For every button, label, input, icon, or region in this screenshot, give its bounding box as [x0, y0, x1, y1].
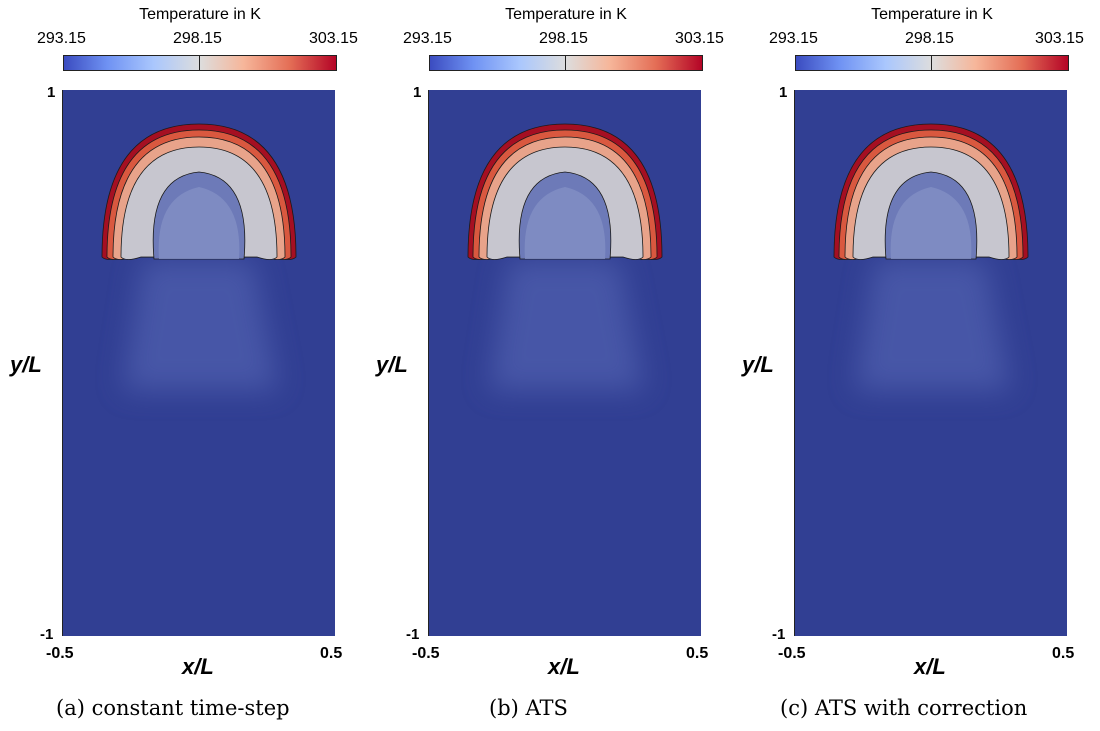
- x-max-tick: 0.5: [1052, 645, 1075, 662]
- y-min-tick: -1: [406, 626, 420, 643]
- colorbar-mid-label: 298.15: [173, 30, 222, 47]
- plume-svg: [833, 123, 1029, 390]
- x-axis-label: x/L: [548, 654, 580, 679]
- colorbar-gradient: [429, 55, 703, 71]
- y-min-tick: -1: [40, 626, 54, 643]
- colorbar-max-label: 303.15: [1035, 30, 1084, 47]
- x-min-tick: -0.5: [412, 645, 440, 662]
- plume-inner-glow: [890, 187, 972, 259]
- plume-svg: [101, 123, 297, 390]
- x-axis-label: x/L: [914, 654, 946, 679]
- colorbar-min-label: 293.15: [403, 30, 452, 47]
- y-max-tick: 1: [779, 84, 788, 101]
- plume-wake: [489, 260, 644, 390]
- colorbar-mid-label: 298.15: [905, 30, 954, 47]
- colorbar-mid-tick: [565, 55, 566, 71]
- colorbar-mid-tick: [931, 55, 932, 71]
- plume-wake: [123, 260, 278, 390]
- colorbar: Temperature in K 293.15 298.15 303.15: [769, 0, 1084, 80]
- temperature-field: [794, 90, 1067, 636]
- y-axis-label: y/L: [10, 352, 42, 377]
- colorbar-mid-label: 298.15: [539, 30, 588, 47]
- panel-a: Temperature in K 293.15 298.15 303.15 1 …: [0, 0, 366, 731]
- y-max-tick: 1: [47, 84, 56, 101]
- x-min-tick: -0.5: [46, 645, 74, 662]
- plume-inner-glow: [524, 187, 606, 259]
- colorbar-min-label: 293.15: [769, 30, 818, 47]
- colorbar-title: Temperature in K: [505, 6, 627, 23]
- x-max-tick: 0.5: [686, 645, 709, 662]
- y-min-tick: -1: [772, 626, 786, 643]
- panel-caption: (c) ATS with correction: [780, 696, 1028, 720]
- colorbar-max-label: 303.15: [675, 30, 724, 47]
- panel-caption: (b) ATS: [489, 696, 568, 720]
- panel-b: Temperature in K 293.15 298.15 303.15 1 …: [366, 0, 732, 731]
- colorbar-max-label: 303.15: [309, 30, 358, 47]
- panel-caption: (a) constant time-step: [56, 696, 290, 720]
- x-max-tick: 0.5: [320, 645, 343, 662]
- plume-svg: [467, 123, 663, 390]
- colorbar: Temperature in K 293.15 298.15 303.15: [403, 0, 724, 80]
- colorbar-title: Temperature in K: [871, 6, 993, 23]
- temperature-field: [428, 90, 701, 636]
- plume-wake: [855, 260, 1010, 390]
- y-axis-label: y/L: [376, 352, 408, 377]
- colorbar-gradient: [795, 55, 1069, 71]
- y-axis-label: y/L: [742, 352, 774, 377]
- colorbar-title: Temperature in K: [139, 6, 261, 23]
- colorbar: Temperature in K 293.15 298.15 303.15: [37, 0, 358, 80]
- panel-c: Temperature in K 293.15 298.15 303.15 1 …: [732, 0, 1098, 731]
- colorbar-min-label: 293.15: [37, 30, 86, 47]
- temperature-field: [62, 90, 335, 636]
- plume-inner-glow: [158, 187, 240, 259]
- x-min-tick: -0.5: [778, 645, 806, 662]
- y-max-tick: 1: [413, 84, 422, 101]
- x-axis-label: x/L: [182, 654, 214, 679]
- colorbar-mid-tick: [199, 55, 200, 71]
- colorbar-gradient: [63, 55, 337, 71]
